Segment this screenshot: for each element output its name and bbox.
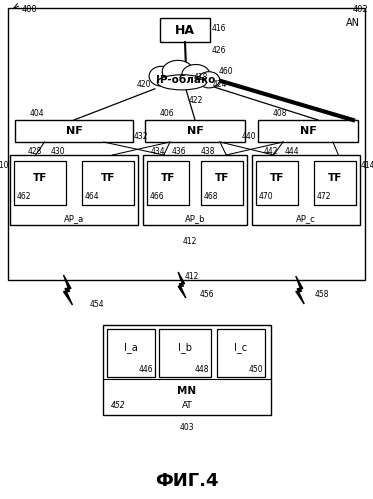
Text: NF: NF — [66, 126, 82, 136]
Text: 450: 450 — [248, 365, 263, 374]
Text: 404: 404 — [30, 109, 45, 118]
Text: TF: TF — [270, 173, 284, 183]
Ellipse shape — [198, 72, 220, 88]
Text: 422: 422 — [189, 95, 203, 104]
Text: 444: 444 — [285, 147, 300, 156]
Text: 448: 448 — [194, 365, 209, 374]
Text: AP_b: AP_b — [185, 215, 205, 224]
Text: 472: 472 — [317, 192, 332, 201]
Bar — [159, 329, 211, 377]
Text: 408: 408 — [273, 109, 288, 118]
Bar — [201, 161, 243, 205]
Text: TF: TF — [33, 173, 47, 183]
Ellipse shape — [182, 64, 210, 84]
Bar — [314, 161, 356, 205]
Text: 410: 410 — [0, 161, 9, 170]
Bar — [107, 329, 155, 377]
Text: 412: 412 — [185, 272, 200, 281]
Text: AT: AT — [182, 401, 192, 410]
Text: TF: TF — [328, 173, 342, 183]
Text: 462: 462 — [17, 192, 31, 201]
Text: 470: 470 — [259, 192, 274, 201]
Text: 402: 402 — [352, 5, 368, 14]
Text: 414: 414 — [361, 161, 373, 170]
Text: NF: NF — [186, 126, 203, 136]
Text: 430: 430 — [50, 147, 65, 156]
Text: 400: 400 — [22, 5, 38, 14]
Text: IP-облако: IP-облако — [156, 75, 216, 85]
Text: 424: 424 — [212, 80, 227, 89]
Text: 460: 460 — [219, 67, 233, 76]
Bar — [217, 329, 265, 377]
Bar — [252, 155, 360, 225]
Ellipse shape — [149, 66, 174, 86]
Text: 438: 438 — [201, 147, 215, 156]
Polygon shape — [63, 275, 72, 305]
Text: AP_c: AP_c — [296, 215, 316, 224]
Text: 464: 464 — [85, 192, 100, 201]
Text: TF: TF — [161, 173, 175, 183]
Ellipse shape — [162, 60, 193, 83]
Text: NF: NF — [300, 126, 316, 136]
Text: 454: 454 — [90, 300, 104, 309]
Ellipse shape — [157, 75, 207, 90]
Text: 436: 436 — [172, 147, 186, 156]
Bar — [15, 120, 133, 142]
Bar — [256, 161, 298, 205]
Bar — [160, 18, 210, 42]
Text: 420: 420 — [137, 80, 151, 89]
Text: 434: 434 — [150, 147, 165, 156]
Bar — [103, 325, 271, 415]
Bar — [147, 161, 189, 205]
Text: I_b: I_b — [178, 342, 192, 353]
Text: 446: 446 — [138, 365, 153, 374]
Bar — [145, 120, 245, 142]
Text: AN: AN — [346, 18, 360, 28]
Bar — [8, 8, 365, 280]
Bar — [14, 161, 66, 205]
Text: TF: TF — [215, 173, 229, 183]
Text: AP_a: AP_a — [64, 215, 84, 224]
Bar — [258, 120, 358, 142]
Text: 426: 426 — [212, 46, 226, 55]
Text: 403: 403 — [180, 423, 194, 432]
Text: 466: 466 — [150, 192, 164, 201]
Text: MN: MN — [178, 386, 197, 396]
Text: 432: 432 — [134, 132, 148, 141]
Text: 468: 468 — [204, 192, 219, 201]
Text: I_c: I_c — [235, 342, 248, 353]
Text: 406: 406 — [160, 109, 175, 118]
Text: I_a: I_a — [124, 342, 138, 353]
Text: ФИГ.4: ФИГ.4 — [155, 472, 218, 490]
Text: 428: 428 — [28, 147, 43, 156]
Text: 442: 442 — [263, 147, 278, 156]
Bar — [143, 155, 247, 225]
Bar — [82, 161, 134, 205]
Text: 440: 440 — [241, 132, 256, 141]
Text: 416: 416 — [212, 24, 226, 33]
Text: 418: 418 — [194, 72, 209, 82]
Text: TF: TF — [101, 173, 115, 183]
Polygon shape — [296, 276, 304, 304]
Text: 456: 456 — [200, 290, 214, 299]
Bar — [10, 155, 138, 225]
Polygon shape — [178, 272, 186, 298]
Text: 452: 452 — [111, 401, 126, 410]
Text: 458: 458 — [315, 290, 329, 299]
Text: 412: 412 — [183, 237, 197, 246]
Text: HA: HA — [175, 23, 195, 36]
